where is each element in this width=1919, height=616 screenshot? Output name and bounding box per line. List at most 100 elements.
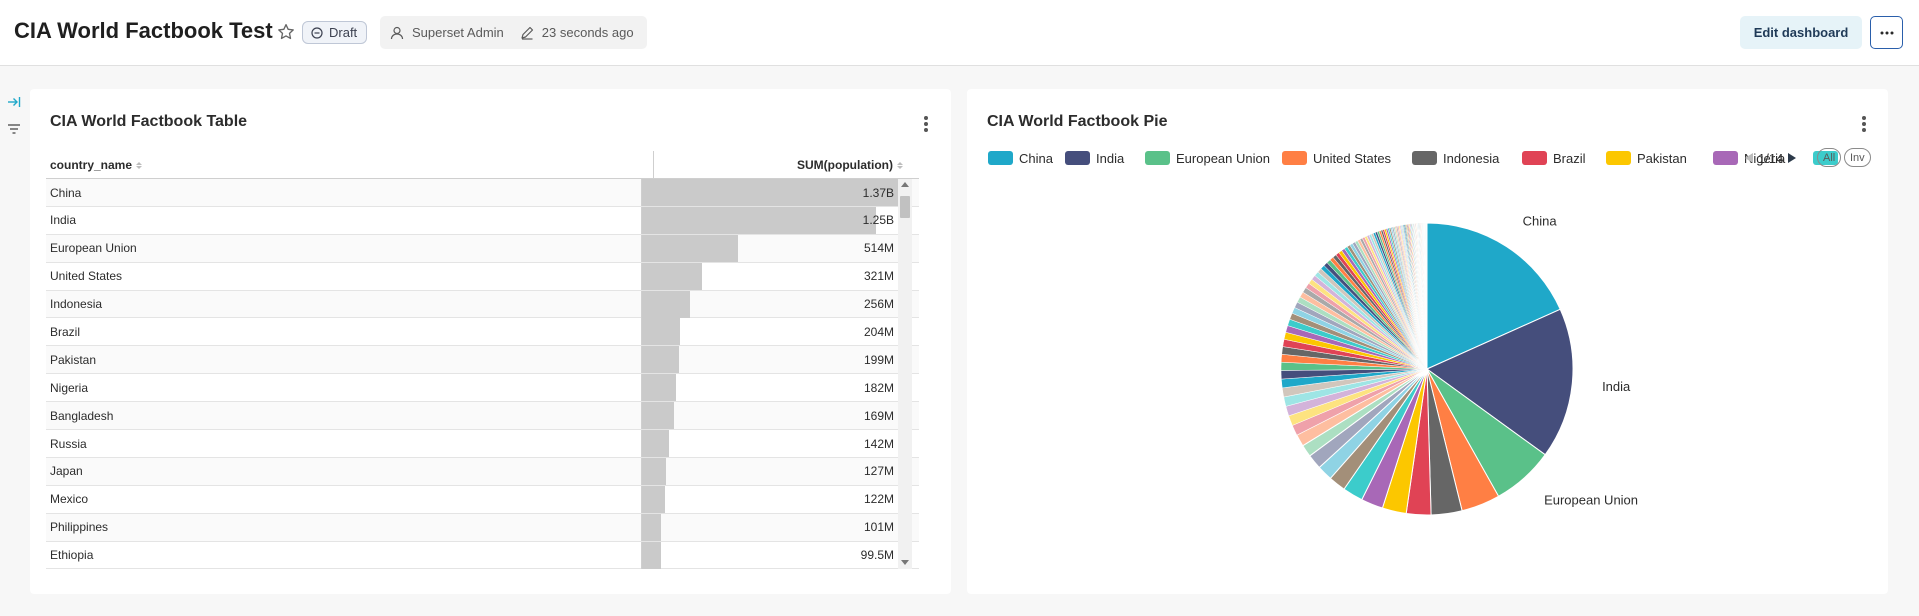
legend-swatch: [988, 151, 1013, 165]
pie-chart-menu-icon[interactable]: [1858, 114, 1870, 134]
country-name-cell: Russia: [50, 436, 87, 451]
country-name-cell: European Union: [50, 241, 137, 256]
population-value: 182M: [863, 380, 894, 395]
population-cell: 127M: [641, 457, 898, 485]
population-bar: [642, 541, 661, 569]
legend-swatch: [1606, 151, 1631, 165]
legend-label: European Union: [1176, 150, 1270, 166]
pie-slice-label: India: [1602, 379, 1631, 394]
column-header-country-name[interactable]: country_name: [50, 151, 143, 179]
legend-swatch: [1412, 151, 1437, 165]
legend-item[interactable]: United States: [1282, 147, 1391, 169]
population-bar: [642, 179, 899, 206]
table-row[interactable]: Pakistan 199M: [46, 346, 919, 375]
pie-chart-title: CIA World Factbook Pie: [987, 113, 1168, 130]
table-scrollbar[interactable]: [898, 179, 912, 569]
pie-slice-label: China: [1523, 213, 1558, 228]
table-row[interactable]: Indonesia 256M: [46, 290, 919, 319]
table-row[interactable]: Bangladesh 169M: [46, 402, 919, 431]
filter-icon[interactable]: [6, 121, 22, 137]
population-bar: [642, 430, 669, 458]
favorite-star-icon[interactable]: [276, 22, 296, 42]
table-row[interactable]: European Union 514M: [46, 234, 919, 263]
population-cell: 142M: [641, 430, 898, 458]
legend-invert-button[interactable]: Inv: [1844, 148, 1871, 167]
table-row[interactable]: Brazil 204M: [46, 318, 919, 347]
more-options-button[interactable]: [1870, 16, 1903, 49]
expand-filters-icon[interactable]: [6, 94, 22, 110]
table-body: China 1.37B India 1.25B European Union 514M Un…: [46, 179, 919, 570]
column-header-population[interactable]: SUM(population): [653, 151, 919, 179]
legend-item[interactable]: Brazil: [1522, 147, 1586, 169]
ellipsis-icon: [1880, 31, 1893, 34]
table-chart-menu-icon[interactable]: [920, 114, 932, 134]
legend-label: China: [1019, 150, 1053, 166]
legend-swatch: [1522, 151, 1547, 165]
population-value: 127M: [863, 464, 894, 479]
legend-item[interactable]: Indonesia: [1412, 147, 1499, 169]
pager-next-icon[interactable]: [1787, 152, 1797, 164]
dashboard-header: CIA World Factbook Test Draft Superset A…: [0, 0, 1919, 66]
population-bar: [642, 234, 739, 262]
circle-minus-icon: [311, 26, 323, 39]
table-chart-card: CIA World Factbook Table country_name SU…: [30, 89, 951, 594]
population-bar: [642, 457, 666, 485]
legend-item[interactable]: Nigeria: [1713, 147, 1785, 169]
country-name-cell: Nigeria: [50, 380, 89, 395]
population-value: 142M: [863, 436, 894, 451]
table-row[interactable]: Philippines 101M: [46, 513, 919, 542]
pie-legend: China India European Union United States Ind…: [988, 147, 1871, 169]
legend-item[interactable]: China: [988, 147, 1053, 169]
column-header-label: SUM(population): [797, 158, 893, 172]
population-cell: 182M: [641, 374, 898, 402]
legend-item[interactable]: Pakistan: [1606, 147, 1687, 169]
pie-chart-card: CIA World Factbook Pie China India Europea…: [967, 89, 1888, 594]
legend-swatch: [1713, 151, 1738, 165]
table-row[interactable]: Russia 142M: [46, 430, 919, 458]
draft-label: Draft: [329, 25, 358, 40]
population-bar: [642, 290, 691, 318]
population-value: 199M: [863, 352, 894, 367]
population-value: 101M: [863, 520, 894, 535]
data-table: country_name SUM(population) China 1.37B I…: [46, 151, 919, 570]
legend-item[interactable]: European Union: [1145, 147, 1270, 169]
legend-item[interactable]: India: [1065, 147, 1124, 169]
dashboard-title[interactable]: CIA World Factbook Test: [14, 18, 273, 43]
table-header-row: country_name SUM(population): [46, 151, 919, 179]
population-value: 321M: [863, 269, 894, 284]
population-cell: 204M: [641, 318, 898, 346]
table-row[interactable]: United States 321M: [46, 262, 919, 291]
pencil-icon: [520, 26, 534, 40]
country-name-cell: Brazil: [50, 324, 81, 339]
draft-status-badge[interactable]: Draft: [302, 21, 368, 44]
pager-prev-icon[interactable]: [1744, 152, 1754, 164]
population-bar: [642, 402, 674, 430]
table-row[interactable]: Ethiopia 99.5M: [46, 541, 919, 570]
scroll-down-arrow-icon[interactable]: [901, 560, 909, 565]
legend-select-all-button[interactable]: All: [1817, 148, 1842, 167]
table-row[interactable]: China 1.37B: [46, 179, 919, 207]
population-bar: [642, 262, 703, 290]
population-value: 122M: [863, 492, 894, 507]
country-name-cell: Mexico: [50, 492, 89, 507]
edit-dashboard-button[interactable]: Edit dashboard: [1740, 16, 1862, 49]
legend-label: India: [1096, 150, 1125, 166]
scroll-thumb[interactable]: [900, 196, 910, 218]
table-row[interactable]: Japan 127M: [46, 457, 919, 486]
country-name-cell: United States: [50, 269, 123, 284]
pager-label: 1/14: [1758, 150, 1784, 166]
scroll-up-arrow-icon[interactable]: [901, 182, 909, 187]
pie-slice-china[interactable]: [1426, 222, 1561, 370]
population-value: 256M: [863, 297, 894, 312]
population-value: 204M: [863, 324, 894, 339]
legend-swatch: [1065, 151, 1090, 165]
country-name-cell: Ethiopia: [50, 548, 94, 563]
table-row[interactable]: India 1.25B: [46, 206, 919, 235]
country-name-cell: Pakistan: [50, 352, 97, 367]
table-row[interactable]: Nigeria 182M: [46, 374, 919, 403]
legend-label: Indonesia: [1443, 150, 1500, 166]
population-cell: 1.37B: [641, 179, 899, 206]
pie-slice-india[interactable]: [1426, 308, 1574, 456]
table-row[interactable]: Mexico 122M: [46, 485, 919, 514]
population-value: 169M: [863, 408, 894, 423]
